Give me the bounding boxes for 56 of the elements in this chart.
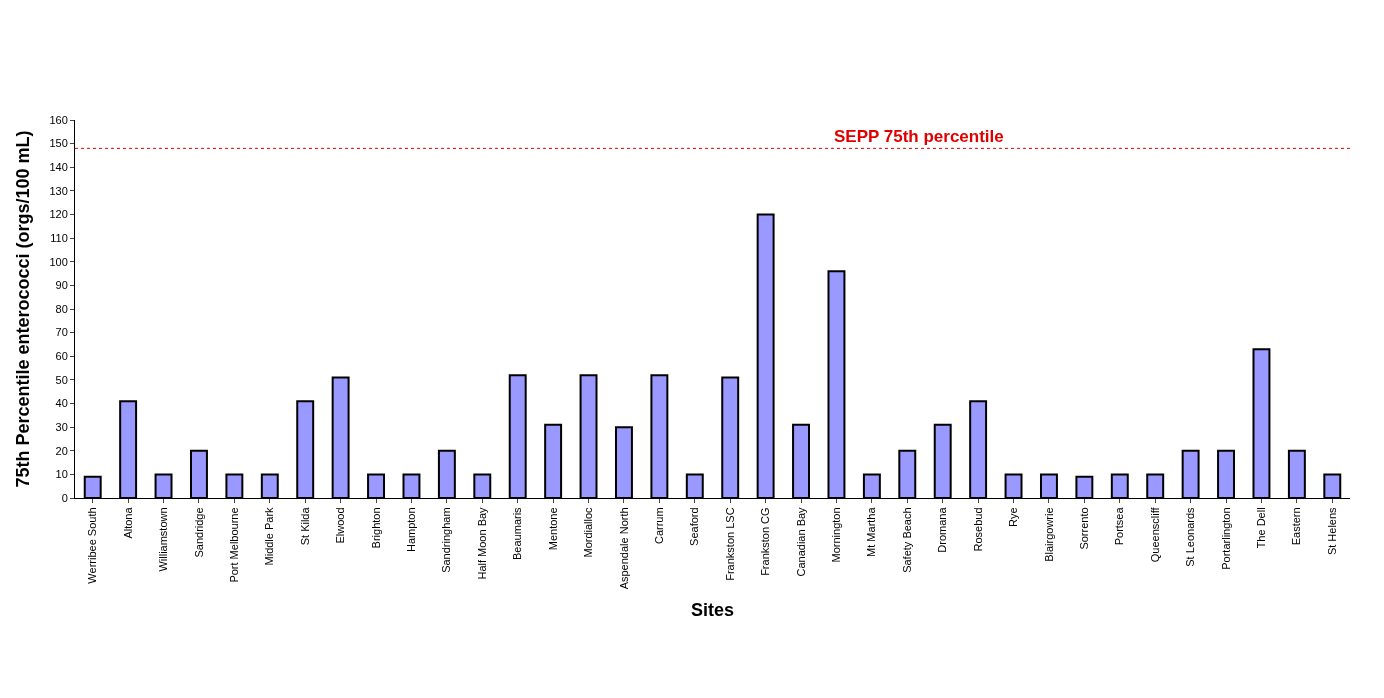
- x-tick-label: Mornington: [830, 507, 843, 563]
- x-tick-label: St Leonards: [1184, 506, 1197, 567]
- y-tick-label: 80: [55, 302, 68, 315]
- x-tick-label: Portarlington: [1219, 507, 1232, 570]
- x-tick-label: Mordialloc: [582, 506, 595, 558]
- x-tick-label: Williamstown: [157, 507, 170, 572]
- y-tick-label: 90: [55, 279, 68, 292]
- x-tick-label: Mentone: [546, 507, 559, 551]
- y-tick-label: 30: [55, 420, 68, 433]
- y-tick-label: 120: [49, 208, 68, 221]
- y-tick-label: 60: [55, 350, 68, 363]
- x-tick-label: Dromana: [936, 506, 949, 553]
- x-tick-label: The Dell: [1255, 507, 1268, 549]
- y-tick-label: 50: [55, 373, 68, 386]
- x-tick-label: St Kilda: [298, 506, 311, 546]
- x-tick-label: Frankston LSC: [723, 507, 736, 581]
- x-tick-label: Elwood: [334, 507, 347, 544]
- x-tick-label: Eastern: [1290, 507, 1303, 546]
- x-tick-label: Sandridge: [192, 507, 205, 558]
- x-tick-label: Rye: [1007, 507, 1020, 527]
- y-tick-label: 110: [50, 231, 68, 244]
- y-tick-label: 100: [49, 255, 68, 268]
- y-axis-title: 75th Percentile enterococci (orgs/100 mL): [12, 130, 33, 488]
- y-tick-label: 0: [61, 491, 68, 504]
- x-tick-label: St Helens: [1325, 506, 1338, 556]
- y-tick-label: 70: [55, 326, 68, 339]
- ref-line-label: SEPP 75th percentile: [834, 127, 1004, 146]
- x-tick-label: Brighton: [369, 507, 382, 549]
- x-tick-label: Mt Martha: [865, 506, 878, 557]
- x-tick-label: Frankston CG: [759, 507, 772, 576]
- x-tick-label: Werribee South: [86, 507, 99, 584]
- x-tick-label: Beaumaris: [511, 506, 524, 560]
- y-tick-label: 160: [49, 113, 68, 126]
- x-tick-label: Queenscliff: [1148, 506, 1161, 563]
- x-tick-label: Rosebud: [971, 507, 984, 552]
- y-tick-label: 10: [55, 468, 68, 481]
- x-tick-label: Sorrento: [1077, 507, 1090, 550]
- x-tick-label: Aspendale North: [617, 507, 630, 590]
- x-tick-label: Canadian Bay: [794, 506, 807, 577]
- x-tick-label: Carrum: [652, 507, 665, 545]
- y-tick-label: 40: [55, 397, 68, 410]
- x-tick-label: Blairgowrie: [1042, 507, 1055, 562]
- x-tick-label: Port Melbourne: [227, 507, 240, 583]
- x-tick-label: Sandringham: [440, 507, 453, 573]
- y-tick-label: 140: [49, 161, 68, 174]
- x-tick-label: Altona: [121, 506, 134, 539]
- y-tick-label: 20: [55, 444, 68, 457]
- y-tick-label: 130: [49, 184, 68, 197]
- x-tick-label: Half Moon Bay: [475, 506, 488, 580]
- y-tick-label: 150: [49, 137, 68, 150]
- x-axis-title: Sites: [690, 600, 735, 621]
- x-tick-label: Safety Beach: [900, 507, 913, 573]
- x-tick-label: Hampton: [405, 507, 418, 553]
- x-tick-label: Portsea: [1113, 506, 1126, 546]
- x-tick-label: Middle Park: [263, 506, 276, 566]
- x-tick-label: Seaford: [688, 507, 701, 546]
